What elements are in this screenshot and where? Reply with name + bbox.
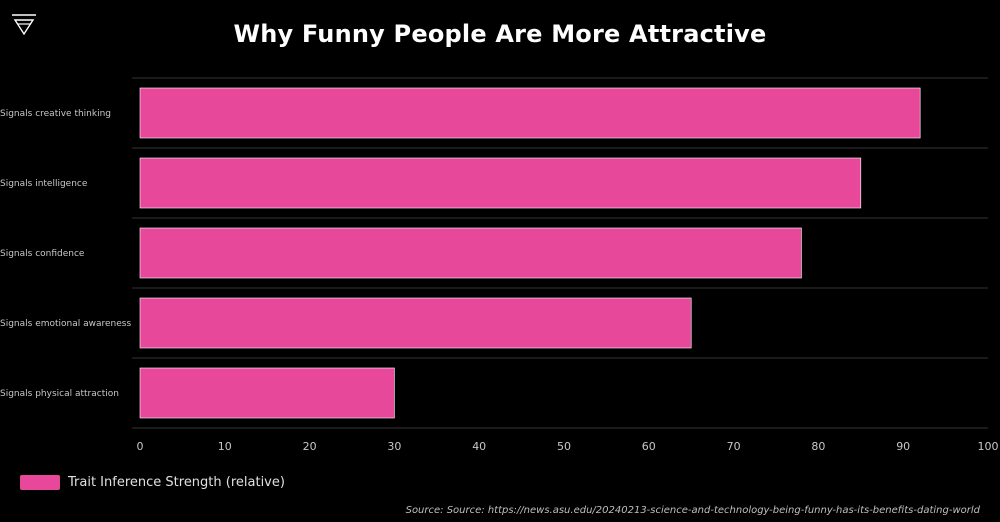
- category-label: Signals creative thinking: [0, 109, 111, 119]
- bar: [139, 157, 862, 209]
- legend: Trait Inference Strength (relative): [20, 475, 285, 490]
- x-tick-label: 100: [978, 440, 999, 453]
- category-label: Signals intelligence: [0, 179, 88, 189]
- bar: [139, 367, 395, 419]
- category-label: Signals confidence: [0, 249, 85, 259]
- x-tick-label: 10: [218, 440, 232, 453]
- category-label: Signals emotional awareness: [0, 319, 131, 329]
- x-tick-label: 0: [137, 440, 144, 453]
- x-tick-label: 60: [642, 440, 656, 453]
- bar: [139, 87, 921, 139]
- x-tick-label: 40: [472, 440, 486, 453]
- x-tick-label: 90: [896, 440, 910, 453]
- chart-title: Why Funny People Are More Attractive: [233, 20, 767, 48]
- bar-chart: Signals creative thinking Signals intelli…: [0, 77, 999, 453]
- x-tick-label: 70: [727, 440, 741, 453]
- bar: [139, 227, 802, 279]
- source-note: Source: Source: https://news.asu.edu/202…: [405, 505, 980, 516]
- legend-swatch: [20, 475, 60, 490]
- legend-label: Trait Inference Strength (relative): [68, 475, 285, 490]
- category-label: Signals physical attraction: [0, 389, 119, 399]
- x-tick-label: 20: [303, 440, 317, 453]
- x-tick-label: 50: [557, 440, 571, 453]
- bar: [139, 297, 692, 349]
- x-tick-label: 30: [387, 440, 401, 453]
- x-tick-label: 80: [811, 440, 825, 453]
- triangle-logo-icon: [12, 14, 36, 36]
